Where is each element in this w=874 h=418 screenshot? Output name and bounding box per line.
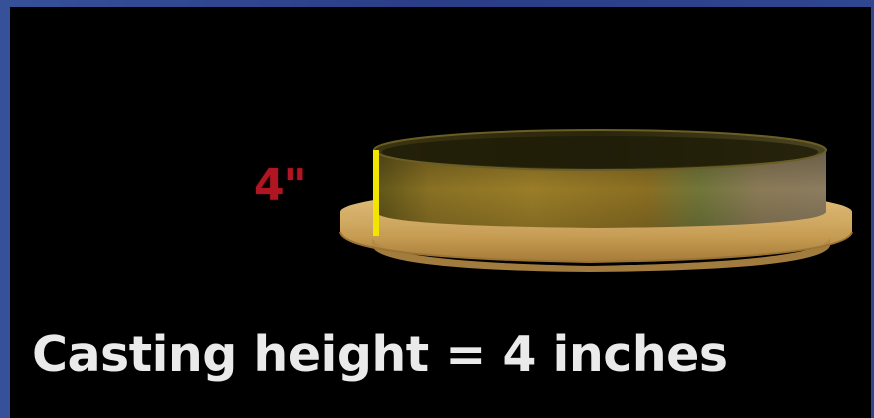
caption-text: Casting height = 4 inches: [32, 326, 728, 383]
casting-wall: [373, 129, 827, 228]
dimension-label: 4": [254, 160, 307, 211]
height-marker: [373, 150, 379, 236]
